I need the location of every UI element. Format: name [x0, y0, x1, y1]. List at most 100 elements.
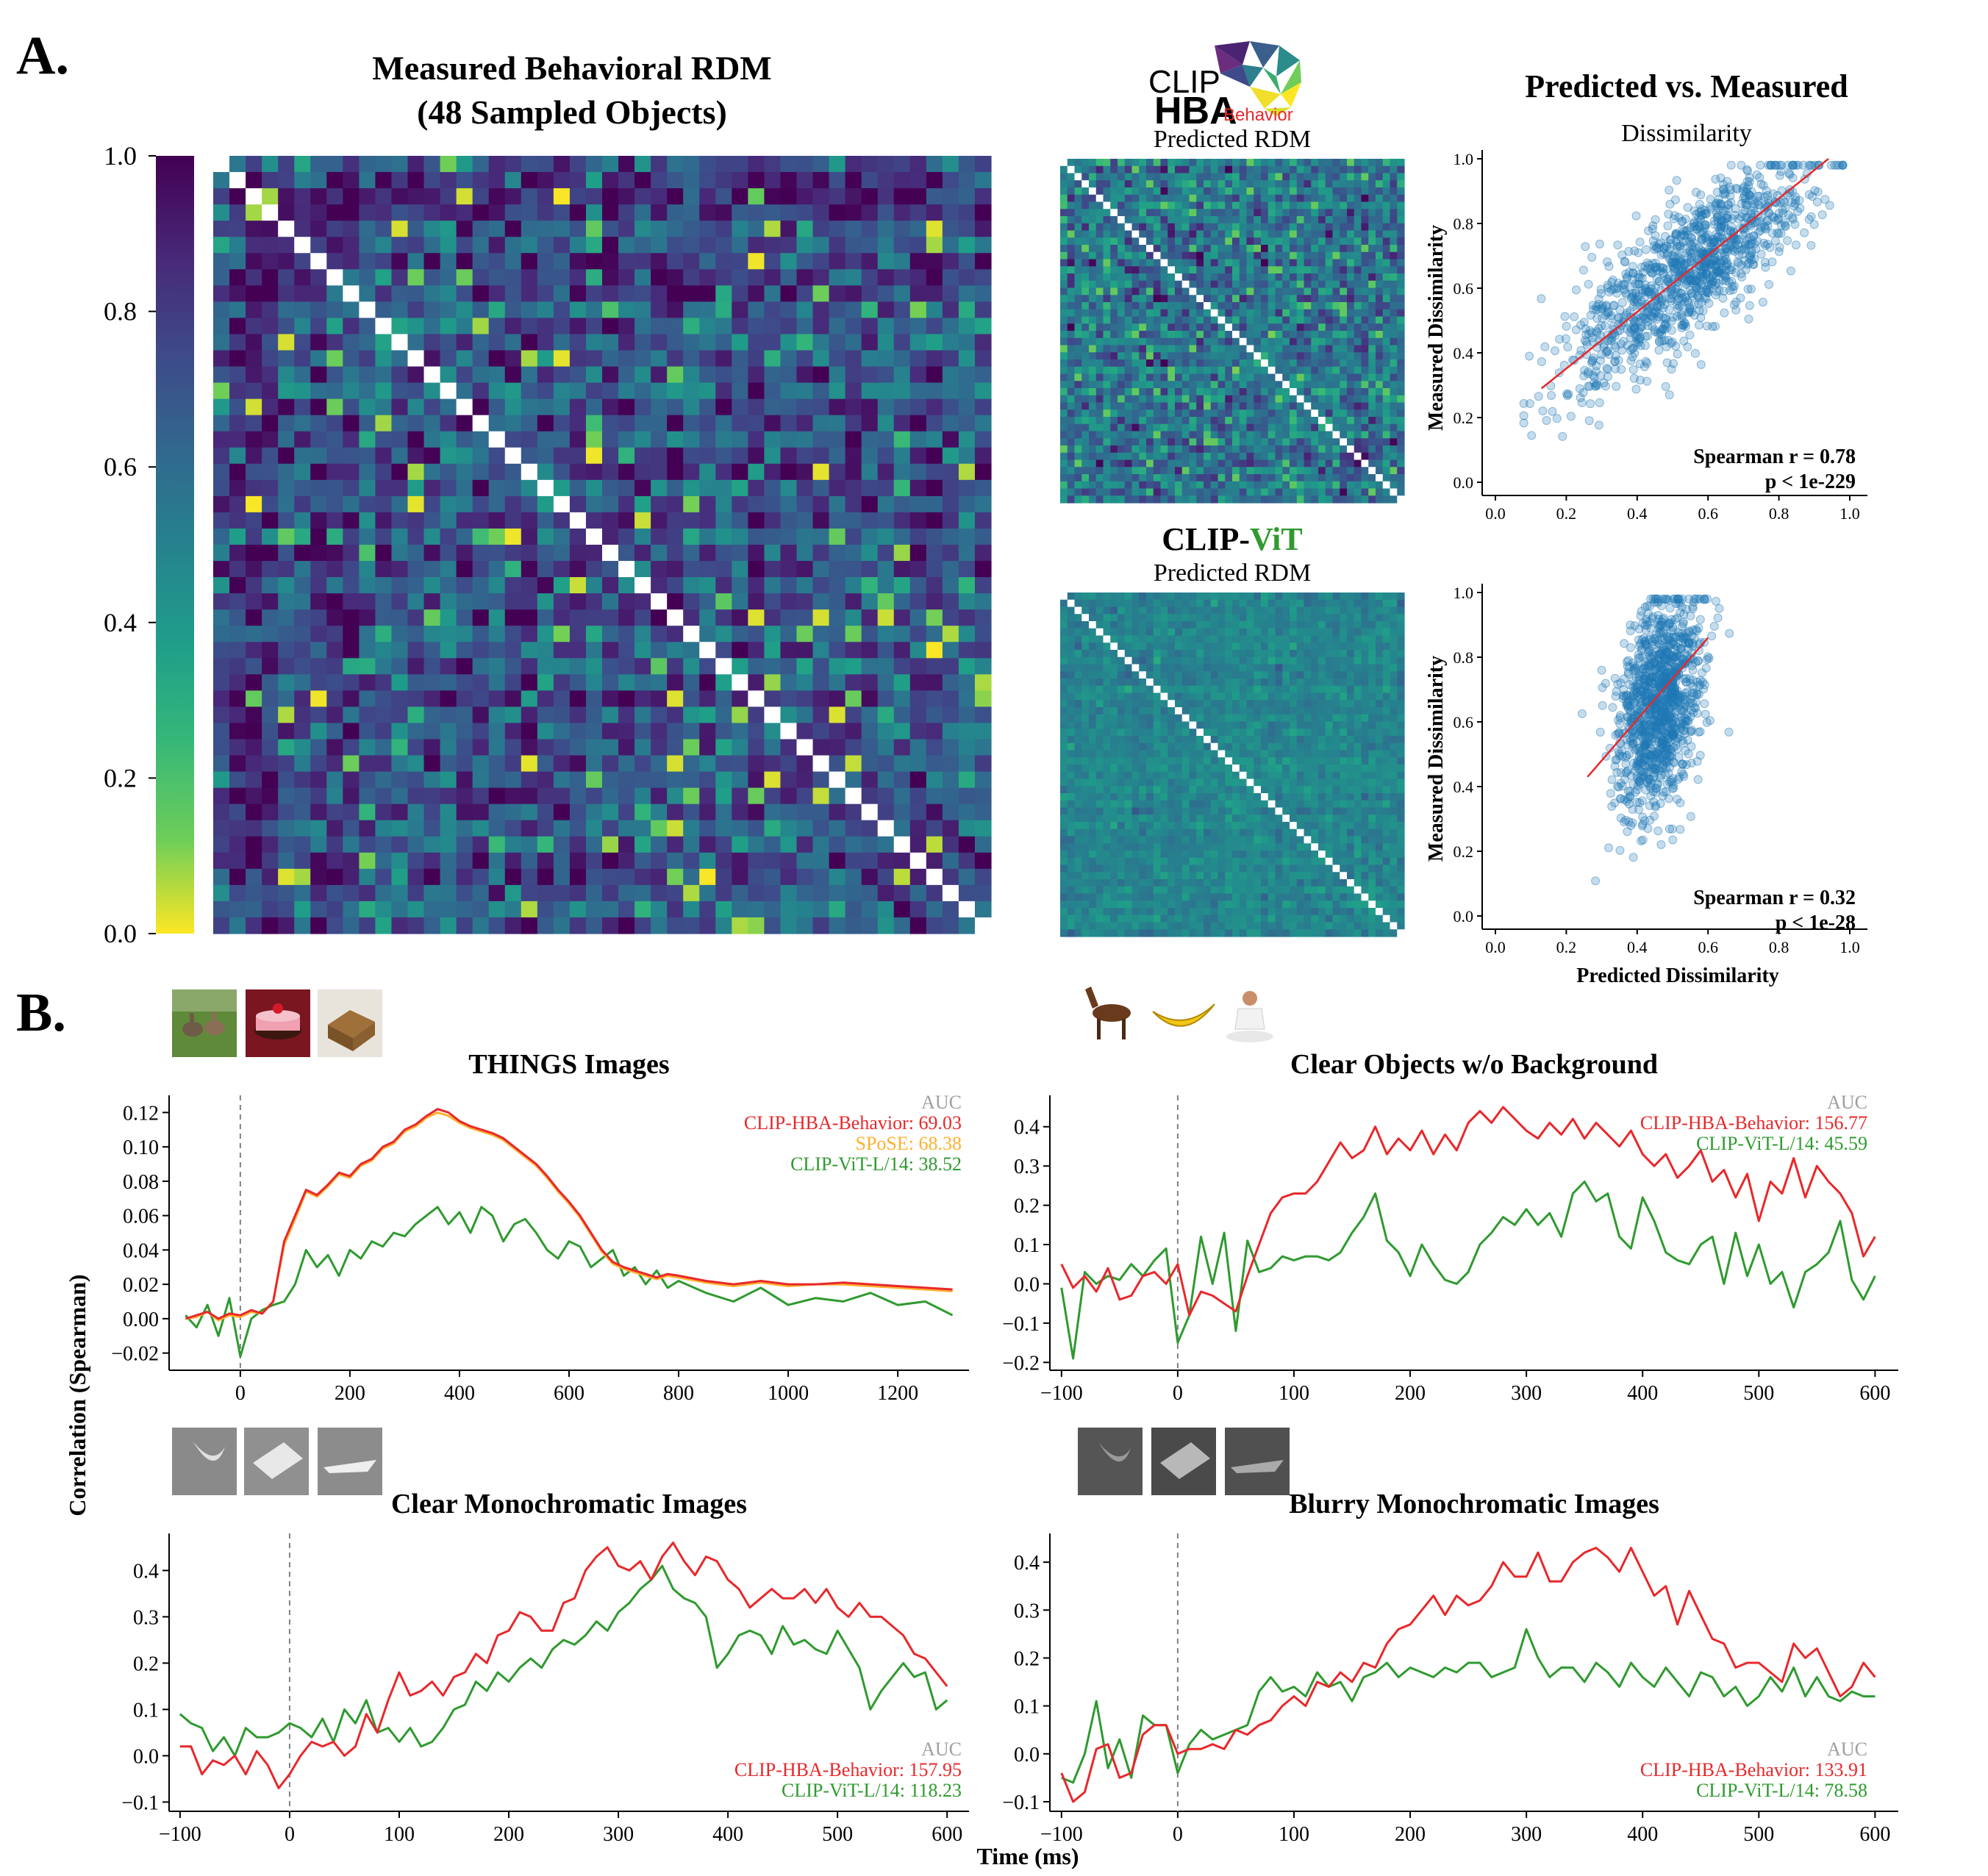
heatmap-cell: [1390, 592, 1398, 601]
heatmap-cell: [796, 431, 814, 448]
heatmap-cell: [893, 318, 911, 335]
heatmap-cell: [1210, 614, 1219, 622]
heatmap-cell: [1290, 331, 1298, 339]
heatmap-cell: [1368, 621, 1376, 629]
heatmap-cell: [1081, 599, 1090, 608]
heatmap-cell: [213, 901, 230, 918]
heatmap-cell: [359, 285, 376, 302]
heatmap-cell: [1153, 352, 1162, 360]
heatmap-cell: [375, 398, 393, 416]
heatmap-cell: [359, 237, 376, 254]
heatmap-cell: [537, 415, 554, 432]
heatmap-cell: [1060, 409, 1068, 418]
heatmap-cell: [310, 836, 327, 853]
heatmap-cell: [1095, 373, 1104, 382]
heatmap-cell: [246, 301, 262, 319]
heatmap-cell: [861, 626, 879, 642]
heatmap-cell: [1246, 237, 1254, 246]
heatmap-cell: [732, 917, 748, 934]
heatmap-cell: [294, 447, 311, 465]
heatmap-cell: [537, 301, 554, 319]
heatmap-cell: [1376, 251, 1384, 260]
heatmap-cell: [1325, 259, 1334, 267]
heatmap-cell: [909, 398, 927, 416]
heatmap-cell: [343, 431, 360, 448]
heatmap-cell: [1382, 409, 1391, 418]
heatmap-cell: [1261, 280, 1269, 289]
heatmap-cell: [1325, 159, 1334, 167]
heatmap-cell: [683, 479, 700, 497]
heatmap-cell: [732, 852, 748, 870]
heatmap-cell: [958, 593, 976, 610]
heatmap-cell: [1225, 642, 1233, 651]
heatmap-cell: [537, 512, 554, 529]
heatmap-cell: [958, 917, 976, 934]
heatmap-cell: [1261, 223, 1269, 232]
heatmap-cell: [1118, 273, 1126, 282]
heatmap-cell: [829, 803, 846, 821]
heatmap-cell: [1267, 438, 1276, 446]
heatmap-cell: [553, 626, 571, 642]
heatmap-cell: [1376, 635, 1384, 643]
heatmap-cell: [1318, 474, 1326, 482]
heatmap-cell: [375, 901, 393, 918]
heatmap-cell: [1318, 445, 1326, 454]
heatmap-cell: [942, 739, 959, 756]
heatmap-cell: [1275, 287, 1283, 296]
heatmap-cell: [278, 545, 295, 562]
heatmap-cell: [1390, 614, 1398, 622]
heatmap-cell: [1124, 295, 1133, 303]
heatmap-cell: [1110, 628, 1118, 637]
heatmap-cell: [1067, 445, 1076, 454]
heatmap-cell: [1168, 216, 1176, 224]
heatmap-cell: [1361, 209, 1369, 217]
heatmap-cell: [1210, 337, 1219, 346]
heatmap-cell: [1311, 373, 1319, 382]
heatmap-cell: [1347, 474, 1355, 482]
heatmap-cell: [1218, 331, 1226, 339]
heatmap-cell: [829, 318, 846, 335]
heatmap-cell: [958, 204, 976, 221]
heatmap-cell: [764, 172, 782, 189]
heatmap-cell: [1081, 345, 1090, 353]
heatmap-cell: [1347, 237, 1355, 246]
heatmap-cell: [1189, 402, 1197, 410]
heatmap-cell: [1089, 251, 1097, 260]
heatmap-cell: [246, 593, 262, 610]
heatmap-cell: [1382, 395, 1391, 404]
heatmap-cell: [1382, 592, 1391, 601]
heatmap-cell: [1118, 474, 1126, 482]
heatmap-cell: [958, 415, 976, 432]
heatmap-cell: [1095, 395, 1104, 404]
heatmap-cell: [553, 301, 571, 319]
heatmap-cell: [440, 447, 457, 465]
heatmap-cell: [472, 350, 490, 368]
heatmap-cell: [926, 237, 943, 254]
heatmap-cell: [877, 852, 895, 870]
heatmap-cell: [1332, 259, 1340, 267]
heatmap-cell: [1160, 187, 1168, 196]
heatmap-cell: [1332, 266, 1340, 274]
heatmap-cell: [1110, 606, 1118, 615]
heatmap-cell: [1332, 614, 1340, 622]
heatmap-cell: [1304, 359, 1312, 368]
heatmap-cell: [1290, 259, 1298, 267]
heatmap-cell: [423, 463, 441, 481]
heatmap-cell: [375, 755, 393, 773]
heatmap-cell: [1110, 316, 1118, 324]
heatmap-cell: [1181, 309, 1190, 318]
heatmap-cell: [1067, 345, 1076, 353]
heatmap-cell: [1067, 417, 1076, 425]
heatmap-cell: [1181, 159, 1190, 167]
heatmap-cell: [829, 836, 846, 853]
heatmap-cell: [877, 285, 895, 302]
heatmap-cell: [893, 658, 911, 675]
heatmap-cell: [375, 706, 393, 724]
heatmap-cell: [926, 188, 943, 205]
heatmap-cell: [1361, 323, 1369, 332]
heatmap-cell: [683, 528, 700, 545]
heatmap-cell: [1311, 280, 1319, 289]
heatmap-cell: [504, 642, 522, 659]
heatmap-cell: [748, 739, 765, 756]
heatmap-cell: [1304, 223, 1312, 232]
